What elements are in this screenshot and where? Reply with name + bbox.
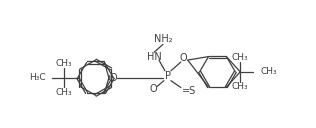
Text: CH₃: CH₃ (56, 58, 72, 68)
Text: CH₃: CH₃ (260, 67, 277, 76)
Text: CH₃: CH₃ (56, 88, 72, 97)
Text: NH₂: NH₂ (154, 34, 172, 44)
Text: O: O (180, 53, 188, 63)
Text: =S: =S (182, 86, 196, 96)
Text: CH₃: CH₃ (232, 53, 249, 62)
Text: H₃C: H₃C (29, 73, 46, 82)
Text: HN: HN (147, 52, 161, 62)
Text: CH₃: CH₃ (232, 82, 249, 91)
Text: O: O (110, 73, 117, 83)
Text: O: O (149, 84, 157, 94)
Text: P: P (165, 71, 171, 81)
